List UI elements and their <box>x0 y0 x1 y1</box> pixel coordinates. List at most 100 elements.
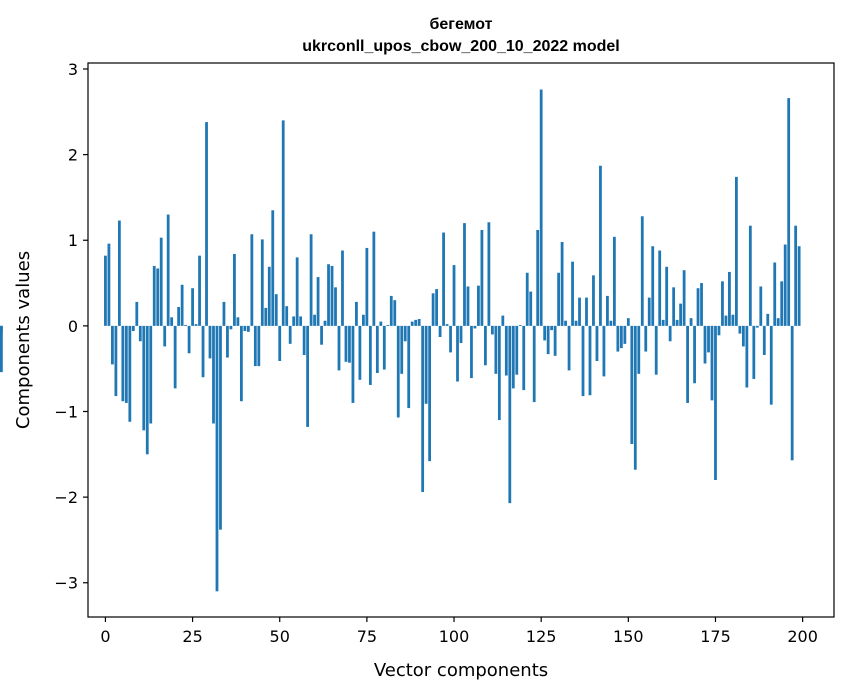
bar-120 <box>522 325 526 391</box>
bar-66 <box>334 287 337 326</box>
bar-10 <box>138 325 142 342</box>
bar-8 <box>131 325 135 332</box>
y-tick-label--2: −2 <box>54 488 78 507</box>
bar-176 <box>717 325 721 336</box>
bar-99 <box>449 325 452 353</box>
bar-79 <box>379 321 383 326</box>
bar-134 <box>571 261 574 326</box>
bar-180 <box>731 314 735 326</box>
bar-142 <box>599 165 602 326</box>
bar-138 <box>585 297 588 326</box>
bar-3 <box>114 325 118 397</box>
y-tick-label--1: −1 <box>54 402 78 421</box>
bar-139 <box>588 325 592 396</box>
bar-51 <box>281 120 285 326</box>
bar-108 <box>480 229 484 326</box>
bar-172 <box>703 325 707 364</box>
bar-41 <box>246 325 250 332</box>
bar-116 <box>508 325 512 504</box>
bar-94 <box>431 293 435 326</box>
bar-16 <box>159 237 163 326</box>
bar-161 <box>665 266 669 326</box>
bar-101 <box>456 325 459 382</box>
bar-165 <box>679 303 683 326</box>
bar-6 <box>124 325 128 403</box>
bar-35 <box>226 325 229 358</box>
bar-132 <box>564 320 567 326</box>
bar-65 <box>330 265 334 326</box>
bar-46 <box>264 307 268 326</box>
bar-38 <box>236 317 240 326</box>
bar-112 <box>494 325 498 374</box>
bar-163 <box>672 287 676 326</box>
bar-4 <box>117 220 121 326</box>
bar-149 <box>623 325 627 344</box>
y-tick-label-1: 1 <box>68 231 78 250</box>
bar-164 <box>675 319 679 326</box>
bar-122 <box>529 291 533 326</box>
bar-146 <box>612 236 616 326</box>
bar-105 <box>470 325 473 379</box>
bar-158 <box>654 325 658 375</box>
bar-74 <box>362 314 365 326</box>
bar-85 <box>400 325 404 374</box>
bar-182 <box>738 325 742 334</box>
bar-47 <box>267 266 271 326</box>
bar-125 <box>539 89 543 326</box>
bar-61 <box>316 277 320 326</box>
x-tick-label-150: 150 <box>613 627 644 646</box>
bar-177 <box>721 281 724 326</box>
bar-31 <box>212 325 215 424</box>
bar-123 <box>532 325 536 403</box>
bar-19 <box>170 317 174 326</box>
bar-104 <box>466 286 470 326</box>
bar-175 <box>714 325 717 480</box>
bar-34 <box>222 301 226 326</box>
bar-152 <box>633 325 637 470</box>
bar-83 <box>393 300 397 326</box>
bar-28 <box>201 325 205 378</box>
bar-93 <box>428 325 432 462</box>
bar-77 <box>372 231 376 326</box>
bar-130 <box>557 272 560 326</box>
bar-70 <box>348 325 351 363</box>
bar-95 <box>435 289 438 326</box>
bar-187 <box>755 325 759 328</box>
bar-82 <box>389 295 393 326</box>
bar-27 <box>198 255 201 326</box>
bar-23 <box>184 325 187 326</box>
bar-67 <box>337 325 341 371</box>
bar-37 <box>233 253 236 326</box>
bar-154 <box>640 216 644 326</box>
bar-98 <box>445 324 449 326</box>
x-tick-label-175: 175 <box>700 627 731 646</box>
bar-190 <box>766 313 770 326</box>
bar-159 <box>658 250 662 326</box>
bar-5 <box>121 325 125 402</box>
bar-84 <box>396 325 400 418</box>
bar-20 <box>173 325 177 389</box>
bar-174 <box>710 325 714 401</box>
bar-15 <box>156 268 160 326</box>
bar-110 <box>487 222 491 326</box>
y-tick-label-3: 3 <box>68 60 78 79</box>
bar-68 <box>341 250 344 326</box>
chart-title: бегемот <box>430 16 493 33</box>
bar-162 <box>668 325 672 342</box>
bar-75 <box>365 247 369 326</box>
bar-198 <box>794 225 798 326</box>
bar-2 <box>111 325 114 365</box>
bar-168 <box>689 318 693 326</box>
bar-196 <box>787 98 791 326</box>
bar-22 <box>180 284 184 326</box>
bar-39 <box>239 325 243 402</box>
y-tick-label-0: 0 <box>68 317 78 336</box>
y-axis: −3 −2 −1 0 1 2 3 <box>54 60 88 593</box>
y-tick-label--3: −3 <box>54 574 78 593</box>
bar-189 <box>762 325 766 355</box>
bar-148 <box>619 325 623 349</box>
bar-29 <box>205 122 208 326</box>
bar-26 <box>194 324 198 326</box>
bar-151 <box>630 325 634 445</box>
